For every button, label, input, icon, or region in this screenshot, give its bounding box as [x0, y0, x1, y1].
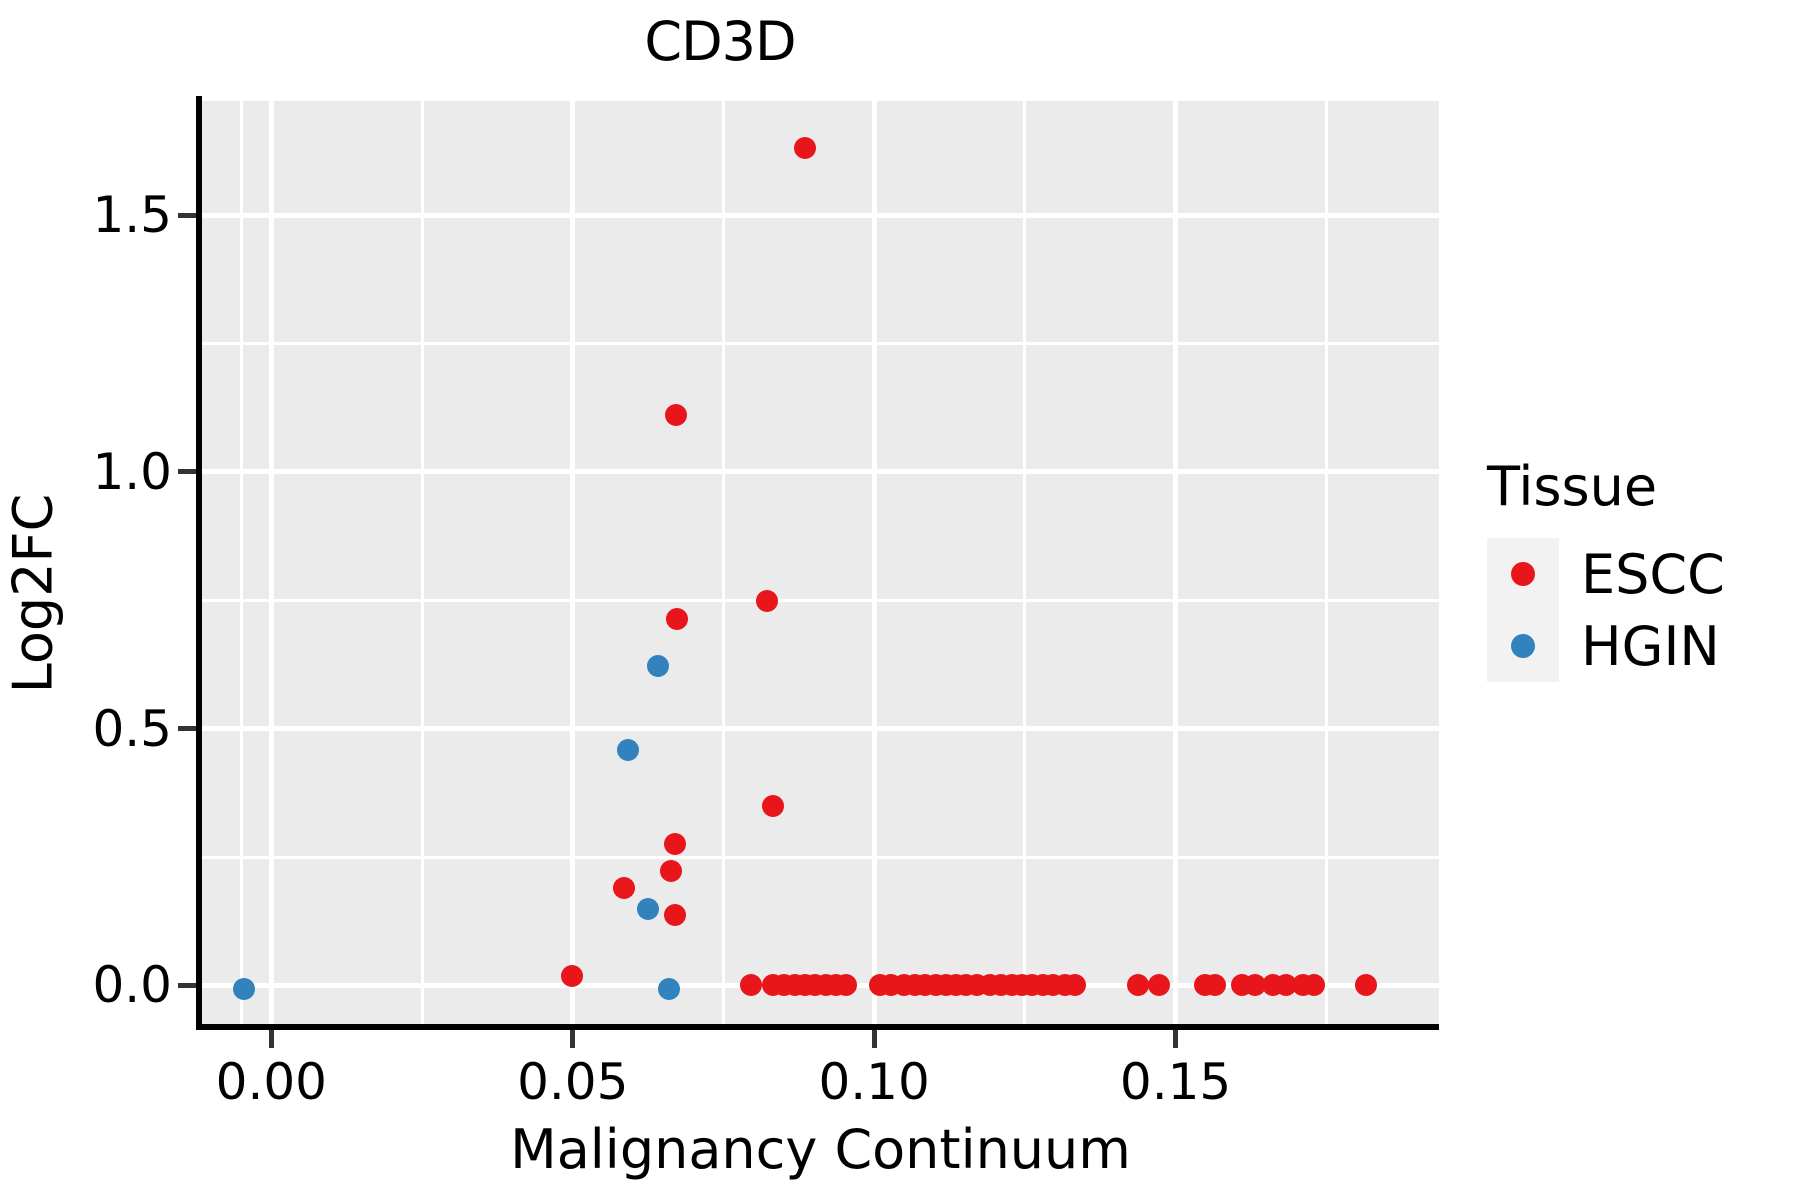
legend-item-label: HGIN — [1581, 614, 1720, 678]
legend-key-swatch — [1487, 538, 1559, 610]
gridline-major-horizontal — [202, 726, 1439, 732]
data-point-escc — [560, 965, 583, 988]
x-axis-tick-label: 0.15 — [1119, 1053, 1232, 1111]
x-axis-tick — [268, 1030, 274, 1048]
gridline-minor-horizontal — [202, 341, 1439, 345]
data-point-escc — [1275, 974, 1298, 997]
y-axis-tick-label: 0.5 — [92, 699, 172, 758]
x-axis-title: Malignancy Continuum — [510, 1118, 1131, 1181]
y-axis-tick — [178, 469, 196, 475]
chart-title: CD3D — [644, 10, 796, 73]
data-point-escc — [612, 877, 635, 900]
data-point-escc — [1244, 974, 1267, 997]
data-point-hgin — [658, 977, 681, 1000]
gridline-minor-vertical — [721, 101, 725, 1024]
legend-item-hgin[interactable]: HGIN — [1487, 610, 1725, 682]
y-axis-tick — [178, 726, 196, 732]
data-point-escc — [1147, 974, 1170, 997]
data-point-escc — [665, 404, 688, 427]
legend-dot-icon — [1511, 634, 1535, 658]
y-axis-tick — [178, 982, 196, 988]
y-axis-tick-label: 0.0 — [92, 956, 172, 1015]
legend-item-escc[interactable]: ESCC — [1487, 538, 1725, 610]
y-axis-tick-label: 1.5 — [92, 186, 172, 245]
gridline-major-vertical — [1173, 101, 1179, 1024]
data-point-escc — [756, 590, 779, 613]
y-axis-tick-label: 1.0 — [92, 442, 172, 501]
data-point-escc — [1355, 974, 1378, 997]
x-axis-tick-label: 0.10 — [818, 1053, 930, 1111]
data-point-hgin — [637, 897, 660, 920]
legend: Tissue ESCC HGIN — [1487, 455, 1725, 682]
x-axis-tick-label: 0.05 — [517, 1053, 629, 1111]
x-axis-tick-label: 0.00 — [215, 1053, 327, 1111]
y-axis-title: Log2FC — [1, 493, 65, 694]
gridline-major-vertical — [871, 101, 877, 1024]
data-point-escc — [834, 974, 857, 997]
gridline-major-horizontal — [202, 212, 1439, 218]
gridline-major-vertical — [268, 101, 274, 1024]
legend-entries: ESCC HGIN — [1487, 538, 1725, 682]
data-point-escc — [1204, 974, 1227, 997]
gridline-minor-vertical — [239, 101, 243, 1024]
y-axis-line — [196, 96, 202, 1029]
data-point-escc — [1064, 974, 1087, 997]
data-point-escc — [666, 608, 689, 631]
data-point-hgin — [647, 654, 670, 677]
x-axis-line — [196, 1024, 1439, 1030]
y-axis-tick — [178, 212, 196, 218]
gridline-major-vertical — [570, 101, 576, 1024]
data-point-escc — [739, 974, 762, 997]
data-point-escc — [659, 860, 682, 883]
x-axis-tick — [570, 1030, 576, 1048]
legend-item-label: ESCC — [1581, 542, 1725, 606]
gridline-minor-vertical — [420, 101, 424, 1024]
data-point-escc — [663, 833, 686, 856]
data-point-escc — [664, 904, 687, 927]
x-axis-tick — [871, 1030, 877, 1048]
gridline-minor-horizontal — [202, 855, 1439, 859]
data-point-escc — [794, 136, 817, 159]
data-point-hgin — [616, 739, 639, 762]
gridline-minor-horizontal — [202, 598, 1439, 602]
data-point-escc — [1127, 974, 1150, 997]
plot-panel — [202, 101, 1439, 1024]
data-point-escc — [762, 794, 785, 817]
data-point-escc — [1303, 974, 1326, 997]
data-point-hgin — [233, 977, 256, 1000]
gridline-minor-vertical — [1023, 101, 1027, 1024]
gridline-major-horizontal — [202, 469, 1439, 475]
gridline-minor-vertical — [1324, 101, 1328, 1024]
x-axis-tick — [1173, 1030, 1179, 1048]
legend-key-swatch — [1487, 610, 1559, 682]
legend-dot-icon — [1511, 562, 1535, 586]
legend-title: Tissue — [1487, 455, 1658, 518]
